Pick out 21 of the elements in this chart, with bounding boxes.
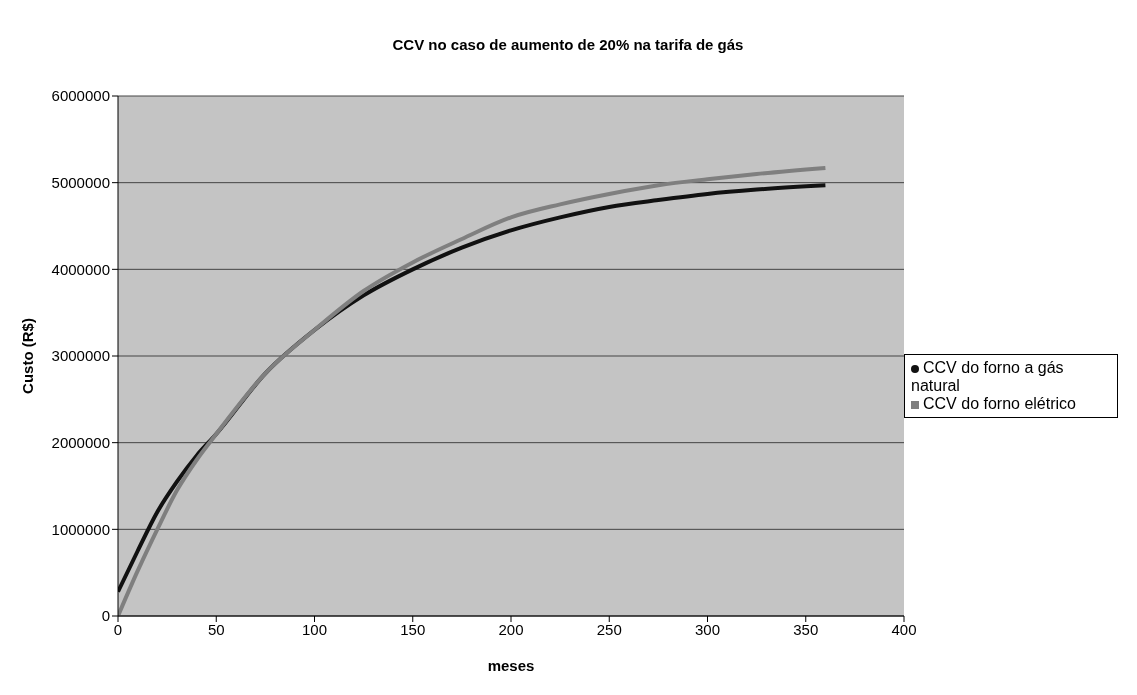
y-tick-label: 2000000 bbox=[51, 433, 110, 451]
x-tick-label: 200 bbox=[498, 620, 524, 638]
x-tick-label: 350 bbox=[793, 620, 819, 638]
y-axis-title: Custo (R$) bbox=[19, 318, 37, 394]
y-tick-label: 5000000 bbox=[51, 173, 110, 191]
x-tick-label: 400 bbox=[891, 620, 917, 638]
x-tick-label: 50 bbox=[207, 620, 225, 638]
y-tick-label: 3000000 bbox=[51, 347, 110, 365]
y-tick-label: 0 bbox=[101, 607, 110, 625]
chart-title: CCV no caso de aumento de 20% na tarifa de gás bbox=[391, 35, 745, 55]
y-tick-label: 1000000 bbox=[51, 520, 110, 538]
x-tick-label: 150 bbox=[400, 620, 426, 638]
x-axis-title: meses bbox=[487, 657, 535, 674]
legend-label: CCV do forno elétrico bbox=[923, 395, 1076, 412]
x-tick-label: 100 bbox=[301, 620, 328, 638]
y-tick-label: 4000000 bbox=[51, 260, 110, 278]
x-tick-label: 250 bbox=[596, 620, 622, 638]
legend-label: CCV do forno a gás natural bbox=[911, 359, 1064, 394]
x-tick-label: 0 bbox=[113, 620, 123, 638]
y-tick-label: 6000000 bbox=[51, 87, 110, 105]
x-tick-label: 300 bbox=[694, 620, 721, 638]
